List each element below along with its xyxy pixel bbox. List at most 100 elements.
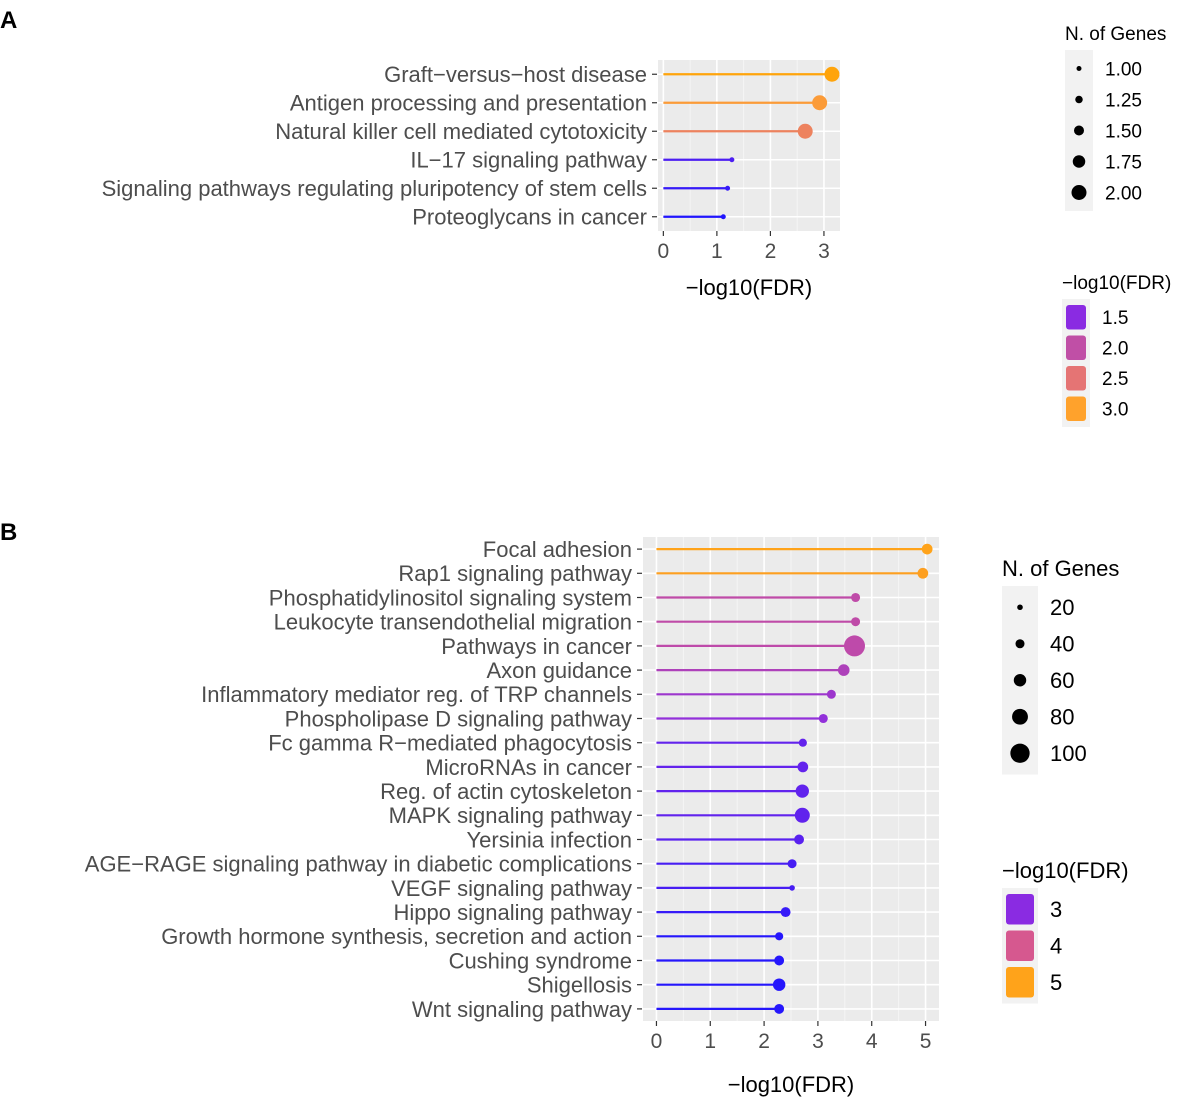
- size-legend-key: [1076, 66, 1082, 71]
- size-legend-title: N. of Genes: [1002, 556, 1119, 581]
- lollipop-point: [818, 713, 828, 724]
- category-label: Focal adhesion: [483, 537, 632, 562]
- lollipop-point: [729, 157, 735, 163]
- size-legend-label: 1.00: [1105, 59, 1142, 80]
- color-legend-key: [1006, 930, 1034, 961]
- size-legend-label: 100: [1050, 741, 1087, 766]
- lollipop-point: [798, 738, 807, 747]
- color-legend-label: 2.0: [1102, 339, 1128, 360]
- category-label: Natural killer cell mediated cytotoxicit…: [275, 119, 647, 144]
- color-legend-label: 4: [1050, 934, 1062, 959]
- category-label: Fc gamma R−mediated phagocytosis: [268, 731, 632, 756]
- color-legend-key: [1066, 366, 1086, 391]
- x-tick-label: 2: [765, 240, 777, 263]
- color-legend-title: −log10(FDR): [1062, 273, 1171, 294]
- size-legend-key: [1010, 743, 1030, 763]
- size-legend-label: 80: [1050, 705, 1074, 730]
- lollipop-point: [837, 664, 850, 676]
- color-legend-label: 3.0: [1102, 400, 1128, 421]
- category-label: Wnt signaling pathway: [412, 997, 632, 1022]
- x-tick-label: 0: [651, 1030, 663, 1053]
- x-tick-label: 1: [704, 1030, 716, 1053]
- color-legend-key: [1066, 335, 1086, 360]
- lollipop-point: [921, 543, 933, 555]
- x-tick-label: 3: [812, 1030, 824, 1053]
- category-label: Axon guidance: [486, 658, 632, 683]
- size-legend-key: [1012, 708, 1028, 725]
- lollipop-point: [720, 214, 726, 220]
- lollipop-point: [775, 932, 784, 941]
- color-legend-key: [1006, 967, 1034, 998]
- category-label: Inflammatory mediator reg. of TRP channe…: [201, 682, 632, 707]
- category-label: Reg. of actin cytoskeleton: [380, 779, 632, 804]
- category-label: Phosphatidylinositol signaling system: [269, 585, 632, 610]
- lollipop-point: [780, 907, 791, 918]
- category-label: Antigen processing and presentation: [290, 91, 647, 116]
- size-legend-key: [1075, 95, 1083, 104]
- category-label: Graft−versus−host disease: [384, 62, 647, 87]
- x-tick-label: 0: [658, 240, 670, 263]
- size-legend-label: 1.75: [1105, 152, 1142, 173]
- lollipop-point: [844, 635, 866, 657]
- category-label: IL−17 signaling pathway: [410, 148, 647, 173]
- color-legend-label: 2.5: [1102, 369, 1128, 390]
- color-legend-key: [1066, 396, 1086, 421]
- size-legend-key: [1074, 125, 1084, 136]
- plot-background: [658, 60, 840, 231]
- size-legend-label: 1.50: [1105, 121, 1142, 142]
- lollipop-point: [794, 834, 805, 845]
- size-legend-label: 1.25: [1105, 90, 1142, 111]
- x-tick-label: 5: [920, 1030, 932, 1053]
- lollipop-point: [774, 1003, 785, 1014]
- size-legend-key: [1013, 674, 1027, 687]
- color-legend-label: 3: [1050, 897, 1062, 922]
- category-label: MAPK signaling pathway: [389, 803, 632, 828]
- panel-b-label: B: [0, 519, 17, 546]
- category-label: Signaling pathways regulating pluripoten…: [102, 176, 647, 201]
- category-label: Shigellosis: [527, 973, 632, 998]
- category-label: Growth hormone synthesis, secretion and …: [161, 924, 632, 949]
- size-legend-key: [1015, 639, 1025, 649]
- x-tick-label: 2: [758, 1030, 770, 1053]
- lollipop-point: [917, 567, 929, 579]
- category-label: AGE−RAGE signaling pathway in diabetic c…: [85, 852, 632, 877]
- lollipop-point: [797, 761, 809, 773]
- lollipop-point: [725, 185, 731, 191]
- x-axis-title: −log10(FDR): [728, 1072, 855, 1097]
- category-label: Leukocyte transendothelial migration: [274, 610, 632, 635]
- lollipop-point: [851, 617, 861, 627]
- category-label: Proteoglycans in cancer: [412, 205, 647, 230]
- lollipop-point: [794, 807, 810, 823]
- size-legend-label: 2.00: [1105, 183, 1142, 204]
- lollipop-point: [789, 885, 795, 891]
- lollipop-point: [772, 978, 786, 991]
- category-label: Rap1 signaling pathway: [398, 561, 632, 586]
- category-label: Phospholipase D signaling pathway: [285, 706, 632, 731]
- lollipop-point: [824, 66, 840, 82]
- color-legend-label: 5: [1050, 970, 1062, 995]
- category-label: Hippo signaling pathway: [394, 900, 633, 925]
- category-label: VEGF signaling pathway: [391, 876, 632, 901]
- color-legend-key: [1066, 305, 1086, 330]
- color-legend-label: 1.5: [1102, 308, 1128, 329]
- lollipop-point: [774, 955, 785, 966]
- category-label: Yersinia infection: [466, 827, 632, 852]
- panel-a-label: A: [0, 7, 17, 34]
- category-label: Cushing syndrome: [449, 948, 632, 973]
- category-label: Pathways in cancer: [441, 634, 632, 659]
- lollipop-point: [851, 592, 861, 603]
- lollipop-point: [797, 123, 813, 139]
- color-legend-key: [1006, 894, 1034, 925]
- lollipop-point: [795, 784, 809, 798]
- size-legend-label: 20: [1050, 595, 1074, 620]
- panel-a-chart: 0 1 2 3 Graft−versus−host disease Antigen pro…: [102, 24, 1171, 427]
- size-legend-key: [1017, 604, 1023, 611]
- size-legend-title: N. of Genes: [1065, 24, 1166, 45]
- size-legend-key: [1071, 185, 1087, 200]
- x-axis-title: −log10(FDR): [686, 275, 813, 300]
- lollipop-point: [812, 95, 828, 111]
- x-tick-label: 4: [866, 1030, 878, 1053]
- x-tick-label: 1: [711, 240, 723, 263]
